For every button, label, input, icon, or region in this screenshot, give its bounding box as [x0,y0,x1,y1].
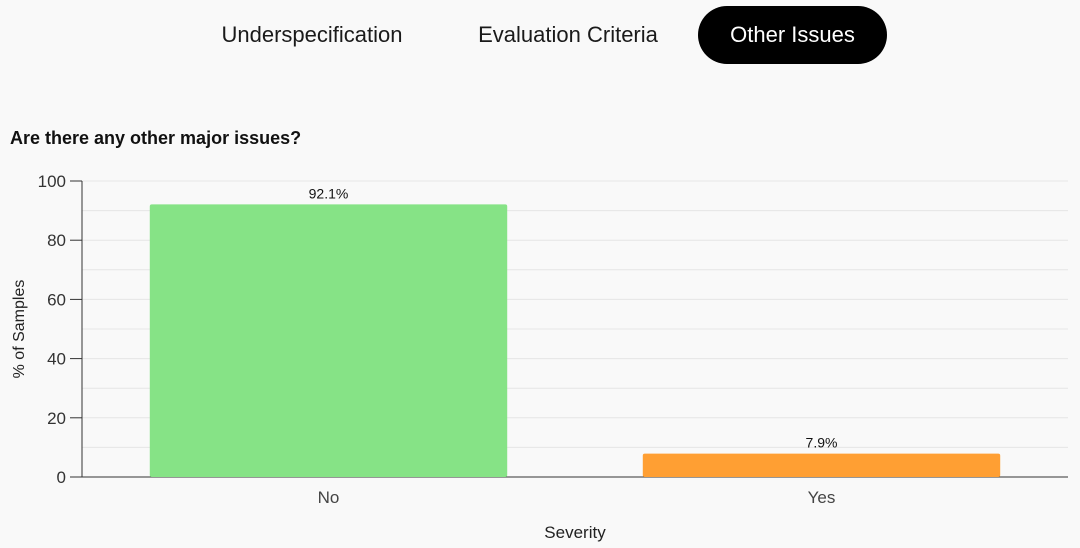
x-tick-label: Yes [808,488,836,507]
y-tick-label: 0 [57,468,66,487]
chart-title: Are there any other major issues? [10,128,302,148]
y-tick-label: 80 [47,231,66,250]
y-tick-label: 40 [47,350,66,369]
bars: 92.1% No 7.9% Yes [149,185,1001,507]
bar-yes [642,453,1001,477]
y-tick-label: 20 [47,409,66,428]
x-tick-label: No [318,488,340,507]
tab-underspecification[interactable]: Underspecification [221,22,403,47]
x-axis-label: Severity [544,523,606,542]
y-tick-label: 60 [47,290,66,309]
data-label: 7.9% [806,435,838,451]
y-axis-label: % of Samples [11,280,28,379]
bar-no [149,204,508,477]
tab-other-issues[interactable]: Other Issues [698,6,887,64]
tab-bar: Underspecification Evaluation Criteria O… [0,6,1080,64]
data-label: 92.1% [309,185,349,201]
y-tick-label: 100 [38,172,66,191]
tab-evaluation-criteria[interactable]: Evaluation Criteria [478,22,658,47]
